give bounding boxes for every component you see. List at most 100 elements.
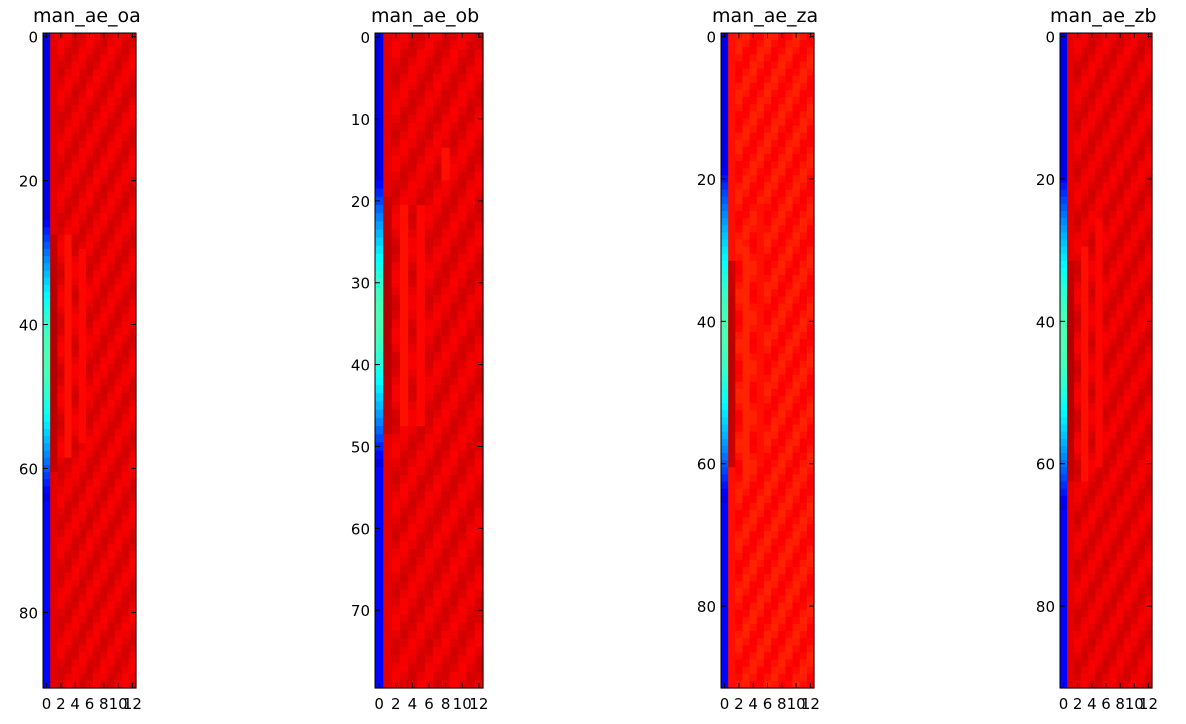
heatmap-cell — [466, 565, 476, 574]
heatmap-cell — [107, 184, 116, 192]
heatmap-cell — [1102, 367, 1111, 376]
heatmap-cell — [749, 602, 758, 611]
heatmap-cell — [778, 616, 786, 625]
heatmap-cell — [64, 155, 73, 164]
heatmap-cell — [721, 595, 729, 604]
heatmap-cell — [50, 184, 58, 192]
heatmap-cell — [64, 40, 73, 48]
heatmap-cell — [792, 445, 801, 454]
heatmap-cell — [749, 538, 758, 547]
heatmap-cell — [742, 324, 751, 333]
heatmap-cell — [1102, 68, 1111, 77]
heatmap-cell — [100, 558, 108, 567]
heatmap-cell — [1144, 260, 1153, 269]
heatmap-cell — [721, 666, 729, 675]
heatmap-cell — [416, 401, 426, 411]
heatmap-cell — [799, 317, 808, 326]
heatmap-cell — [749, 210, 758, 219]
heatmap-cell — [100, 580, 108, 588]
heatmap-cell — [433, 606, 443, 615]
heatmap-cell — [43, 198, 51, 207]
heatmap-cell — [107, 227, 116, 236]
heatmap-cell — [57, 515, 66, 524]
heatmap-cell — [383, 49, 393, 59]
heatmap-cell — [1116, 396, 1125, 404]
heatmap-cell — [424, 630, 434, 640]
heatmap-cell — [93, 313, 101, 322]
heatmap-cell — [749, 118, 758, 127]
heatmap-cell — [466, 638, 476, 648]
heatmap-cell — [735, 310, 744, 319]
heatmap-cell — [375, 82, 384, 91]
heatmap-cell — [1060, 545, 1068, 554]
heatmap-cell — [771, 381, 779, 390]
heatmap-cell — [1130, 566, 1139, 575]
heatmap-cell — [474, 557, 484, 566]
heatmap-cell — [50, 630, 58, 639]
heatmap-cell — [50, 644, 58, 653]
heatmap-cell — [391, 147, 401, 157]
heatmap-cell — [728, 132, 736, 141]
heatmap-cell — [424, 524, 434, 534]
heatmap-cell — [78, 587, 87, 596]
heatmap-cell — [771, 154, 779, 162]
heatmap-cell — [1060, 296, 1068, 305]
heatmap-cell — [1109, 225, 1118, 233]
heatmap-cell — [763, 474, 772, 483]
heatmap-cell — [375, 303, 384, 312]
heatmap-cell — [1067, 161, 1075, 169]
heatmap-cell — [57, 328, 66, 336]
heatmap-cell — [416, 565, 426, 574]
heatmap-cell — [114, 500, 123, 509]
heatmap-cell — [100, 493, 108, 502]
heatmap-cell — [728, 424, 736, 433]
heatmap-cell — [1102, 631, 1111, 639]
heatmap-cell — [100, 169, 108, 178]
heatmap-cell — [785, 588, 794, 597]
heatmap-cell — [1102, 566, 1111, 575]
heatmap-cell — [792, 296, 801, 305]
heatmap-cell — [1074, 161, 1082, 169]
heatmap-cell — [1081, 303, 1089, 312]
heatmap-cell — [1067, 146, 1075, 155]
heatmap-cell — [1067, 47, 1075, 55]
heatmap-cell — [1095, 574, 1104, 582]
heatmap-cell — [399, 41, 409, 50]
heatmap-cell — [107, 349, 116, 358]
heatmap-cell — [1123, 317, 1132, 326]
heatmap-cell — [57, 392, 66, 401]
heatmap-cell — [50, 436, 58, 444]
heatmap-cell — [721, 267, 729, 276]
heatmap-cell — [433, 139, 443, 149]
heatmap-cell — [771, 510, 779, 518]
heatmap-cell — [792, 453, 801, 461]
heatmap-cell — [50, 450, 58, 459]
heatmap-cell — [449, 606, 459, 615]
heatmap-cell — [1123, 125, 1132, 134]
heatmap-cell — [78, 472, 87, 480]
heatmap-cell — [1095, 495, 1104, 504]
heatmap-cell — [121, 472, 130, 480]
heatmap-cell — [416, 172, 426, 181]
heatmap-cell — [778, 545, 786, 554]
heatmap-cell — [383, 204, 393, 214]
heatmap-cell — [408, 139, 418, 149]
heatmap-cell — [100, 342, 108, 351]
heatmap-cell — [424, 262, 434, 272]
heatmap-cell — [93, 335, 101, 344]
heatmap-cell — [1060, 111, 1068, 120]
heatmap-cell — [383, 311, 393, 321]
heatmap-cell — [43, 443, 51, 452]
heatmap-cell — [1060, 54, 1068, 63]
heatmap-cell — [1074, 54, 1082, 63]
heatmap-cell — [1144, 588, 1153, 597]
heatmap-cell — [742, 146, 751, 155]
heatmap-cell — [1123, 595, 1132, 604]
heatmap-cell — [735, 289, 744, 298]
heatmap-cell — [763, 481, 772, 490]
heatmap-cell — [107, 169, 116, 178]
heatmap-cell — [474, 262, 484, 272]
heatmap-cell — [749, 623, 758, 632]
heatmap-cell — [1123, 602, 1132, 611]
heatmap-cell — [78, 313, 87, 322]
